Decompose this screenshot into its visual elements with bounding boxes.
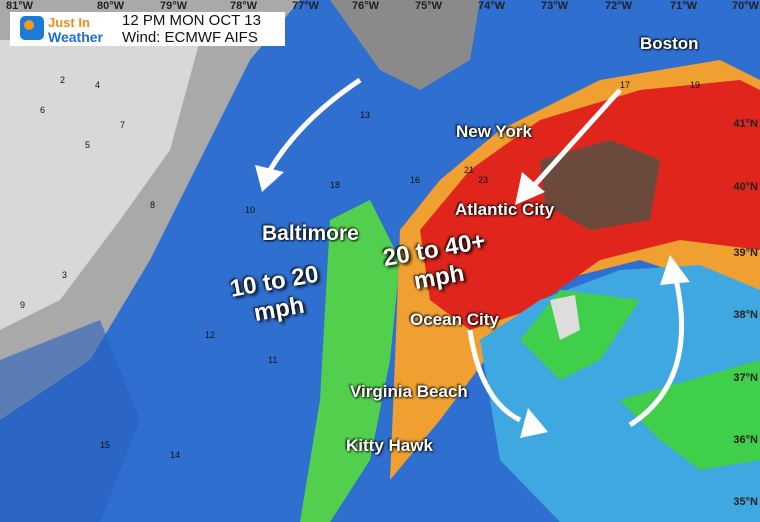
city-virginia-beach: Virginia Beach <box>350 382 468 401</box>
lat-label: 40°N <box>733 181 758 193</box>
forecast-time: 12 PM MON OCT 13 <box>122 12 261 29</box>
wind-value: 16 <box>410 175 421 185</box>
wind-value: 17 <box>620 80 631 90</box>
wind-value: 9 <box>20 300 26 310</box>
green-sea <box>620 360 760 470</box>
lon-label: 78°W <box>230 0 258 12</box>
wind-value: 10 <box>245 205 256 215</box>
lon-label: 74°W <box>478 0 506 12</box>
arrowhead <box>255 165 284 192</box>
wind-value: 19 <box>690 80 701 90</box>
wind-value: 11 <box>268 355 278 365</box>
arrow-north <box>628 274 685 428</box>
wind-value: 23 <box>478 175 489 185</box>
wind-value: 14 <box>170 450 181 460</box>
logo-text-bottom: Weather <box>48 29 103 45</box>
arrowhead <box>515 172 545 205</box>
header: Just In Weather 12 PM MON OCT 13 Wind: E… <box>10 12 285 46</box>
arrow-boston <box>528 88 622 192</box>
arrow-south <box>467 329 522 423</box>
wind-value: 13 <box>360 110 371 120</box>
lat-label: 38°N <box>733 309 758 321</box>
lat-label: 37°N <box>733 372 758 384</box>
wind-value: 18 <box>330 180 341 190</box>
wind-value: 12 <box>205 330 216 340</box>
arrow-inland <box>267 77 362 172</box>
lat-label: 35°N <box>733 496 758 508</box>
green-low <box>520 290 640 380</box>
arrowhead <box>660 255 690 285</box>
extreme-zone <box>540 140 660 230</box>
wind-value: 3 <box>62 270 68 280</box>
green-coast <box>300 200 400 522</box>
lon-label: 73°W <box>541 0 569 12</box>
city-kitty-hawk: Kitty Hawk <box>346 436 433 455</box>
sun-icon <box>24 20 34 30</box>
logo: Just In Weather <box>20 14 120 45</box>
city-baltimore: Baltimore <box>262 222 359 245</box>
model-label: Wind: ECMWF AIFS <box>122 29 258 46</box>
low-center <box>550 295 580 340</box>
gray-zone <box>330 0 480 90</box>
wind-value: 8 <box>150 200 156 210</box>
wind-value: 2 <box>60 75 66 85</box>
arrowhead <box>520 408 548 438</box>
wind-value: 21 <box>464 165 475 175</box>
lon-label: 81°W <box>6 0 34 12</box>
wind-value: 15 <box>100 440 111 450</box>
wind-value: 5 <box>85 140 91 150</box>
lon-label: 77°W <box>292 0 320 12</box>
lon-label: 70°W <box>732 0 760 12</box>
calm-wind-zone <box>0 40 200 330</box>
lon-label: 80°W <box>97 0 125 12</box>
wind-value: 6 <box>40 105 46 115</box>
lon-label: 79°W <box>160 0 188 12</box>
lon-label: 76°W <box>352 0 380 12</box>
city-atlantic-city: Atlantic City <box>455 200 555 219</box>
blue-inland <box>0 320 140 522</box>
lon-label: 75°W <box>415 0 443 12</box>
logo-text-top: Just In <box>48 15 90 30</box>
wind-value: 4 <box>95 80 101 90</box>
wind-value: 7 <box>120 120 126 130</box>
lat-label: 41°N <box>733 118 758 130</box>
lat-label: 36°N <box>733 434 758 446</box>
lon-label: 72°W <box>605 0 633 12</box>
lat-label: 39°N <box>733 247 758 259</box>
lon-label: 71°W <box>670 0 698 12</box>
city-new-york: New York <box>456 122 532 141</box>
city-boston: Boston <box>640 34 699 53</box>
city-ocean-city: Ocean City <box>410 310 499 329</box>
